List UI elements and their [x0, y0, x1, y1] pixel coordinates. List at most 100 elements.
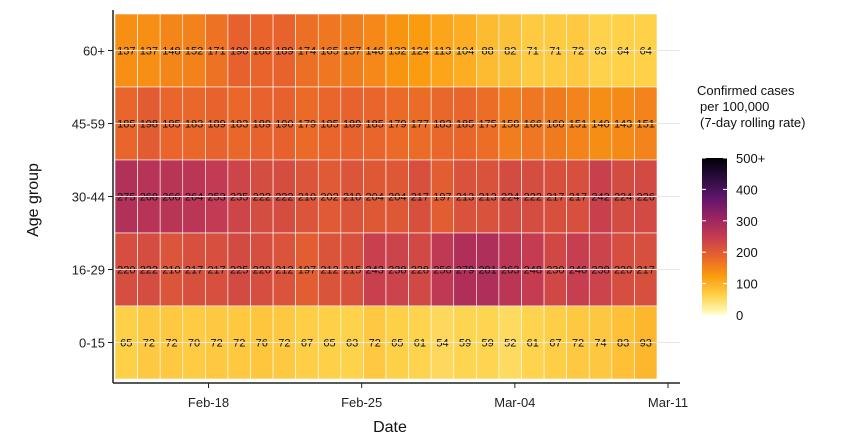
cell-value-label: 212 [320, 265, 338, 277]
cell-value-label: 226 [637, 192, 655, 204]
cell-value-label: 70 [188, 338, 200, 350]
cell-value-label: 213 [478, 192, 496, 204]
legend-tick-label: 400 [736, 182, 758, 197]
cell-value-label: 185 [117, 119, 135, 131]
cell-value-label: 246 [569, 265, 587, 277]
cell-value-label: 189 [253, 119, 271, 131]
cell-value-label: 268 [140, 192, 158, 204]
cell-value-label: 230 [546, 265, 564, 277]
cell-value-label: 171 [207, 46, 225, 58]
cell-value-label: 256 [433, 265, 451, 277]
cell-value-label: 266 [162, 192, 180, 204]
cell-value-label: 217 [207, 265, 225, 277]
cell-value-label: 63 [346, 338, 358, 350]
cell-value-label: 74 [594, 338, 606, 350]
cell-value-label: 72 [210, 338, 222, 350]
legend-title-line-1: Confirmed cases [697, 83, 795, 98]
cell-value-label: 238 [591, 265, 609, 277]
cell-value-label: 248 [524, 265, 542, 277]
cell-value-label: 220 [614, 265, 632, 277]
legend-tick-label: 300 [736, 214, 758, 229]
cell-value-label: 224 [501, 192, 519, 204]
cell-value-label: 61 [414, 338, 426, 350]
color-legend: Confirmed cases per 100,000 (7-day rolli… [697, 83, 806, 323]
y-tick-label: 45-59 [72, 117, 105, 132]
cell-value-label: 189 [275, 46, 293, 58]
cell-value-label: 52 [504, 338, 516, 350]
cell-value-label: 88 [482, 46, 494, 58]
cell-value-label: 146 [366, 46, 384, 58]
cell-value-label: 243 [366, 265, 384, 277]
cell-value-label: 198 [140, 119, 158, 131]
cell-value-label: 220 [117, 265, 135, 277]
cell-value-label: 275 [117, 192, 135, 204]
cell-value-label: 222 [524, 192, 542, 204]
cell-value-label: 166 [524, 119, 542, 131]
cell-value-label: 72 [143, 338, 155, 350]
cell-value-label: 210 [298, 192, 316, 204]
cell-value-label: 197 [433, 192, 451, 204]
cell-value-label: 67 [549, 338, 561, 350]
cell-value-label: 197 [298, 265, 316, 277]
cell-value-label: 71 [549, 46, 561, 58]
cell-value-label: 213 [456, 192, 474, 204]
cell-value-label: 228 [411, 265, 429, 277]
cell-value-label: 65 [120, 338, 132, 350]
cell-value-label: 175 [478, 119, 496, 131]
legend-tick-label: 0 [736, 308, 743, 323]
cell-value-label: 253 [207, 192, 225, 204]
cell-value-label: 217 [569, 192, 587, 204]
x-tick-label: Feb-25 [341, 395, 382, 410]
cell-value-label: 279 [456, 265, 474, 277]
cell-value-label: 183 [185, 119, 203, 131]
axes: 60+ 45-59 30-44 16-29 0-15 Feb-18 Feb-25 Mar-04… [72, 10, 688, 410]
cell-value-label: 179 [298, 119, 316, 131]
legend-tick-label: 500+ [736, 151, 765, 166]
cell-value-label: 72 [278, 338, 290, 350]
cell-value-label: 67 [301, 338, 313, 350]
cell-value-label: 217 [546, 192, 564, 204]
cell-value-label: 72 [369, 338, 381, 350]
cell-value-label: 177 [411, 119, 429, 131]
cell-value-label: 217 [637, 265, 655, 277]
cell-value-label: 204 [388, 192, 406, 204]
cell-value-label: 185 [162, 119, 180, 131]
cell-value-label: 59 [459, 338, 471, 350]
cell-value-label: 137 [117, 46, 135, 58]
y-tick-label: 30-44 [72, 190, 105, 205]
cell-value-label: 185 [456, 119, 474, 131]
cell-value-label: 83 [617, 338, 629, 350]
cell-value-label: 263 [501, 265, 519, 277]
cell-value-label: 113 [434, 46, 452, 58]
heatmap-cell-labels: 137 137 148 152 171 190 186 189 174 165 157 146 132 1… [117, 46, 655, 350]
cell-value-label: 54 [436, 338, 448, 350]
y-tick-label: 60+ [83, 44, 105, 59]
cell-value-label: 235 [230, 192, 248, 204]
x-tick-label: Feb-18 [188, 395, 229, 410]
cell-value-label: 165 [320, 46, 338, 58]
cell-value-label: 160 [546, 119, 564, 131]
cell-value-label: 183 [230, 119, 248, 131]
cell-value-label: 220 [253, 265, 271, 277]
cell-value-label: 158 [501, 119, 519, 131]
cell-value-label: 222 [140, 265, 158, 277]
cell-value-label: 157 [343, 46, 361, 58]
cell-value-label: 183 [433, 119, 451, 131]
cell-value-label: 61 [527, 338, 539, 350]
cell-value-label: 185 [366, 119, 384, 131]
cell-value-label: 151 [637, 119, 655, 131]
y-axis-title: Age group [25, 163, 42, 237]
cell-value-label: 72 [572, 46, 584, 58]
cell-value-label: 65 [323, 338, 335, 350]
cell-value-label: 264 [185, 192, 203, 204]
cell-value-label: 217 [185, 265, 203, 277]
cell-value-label: 185 [320, 119, 338, 131]
cell-value-label: 190 [275, 119, 293, 131]
legend-title-line-3: (7-day rolling rate) [700, 115, 806, 130]
x-axis-title: Date [373, 419, 407, 436]
cell-value-label: 281 [478, 265, 496, 277]
cell-value-label: 59 [482, 338, 494, 350]
cell-value-label: 190 [230, 46, 248, 58]
legend-ticks: 500+ 400 300 200 100 0 [702, 151, 765, 323]
